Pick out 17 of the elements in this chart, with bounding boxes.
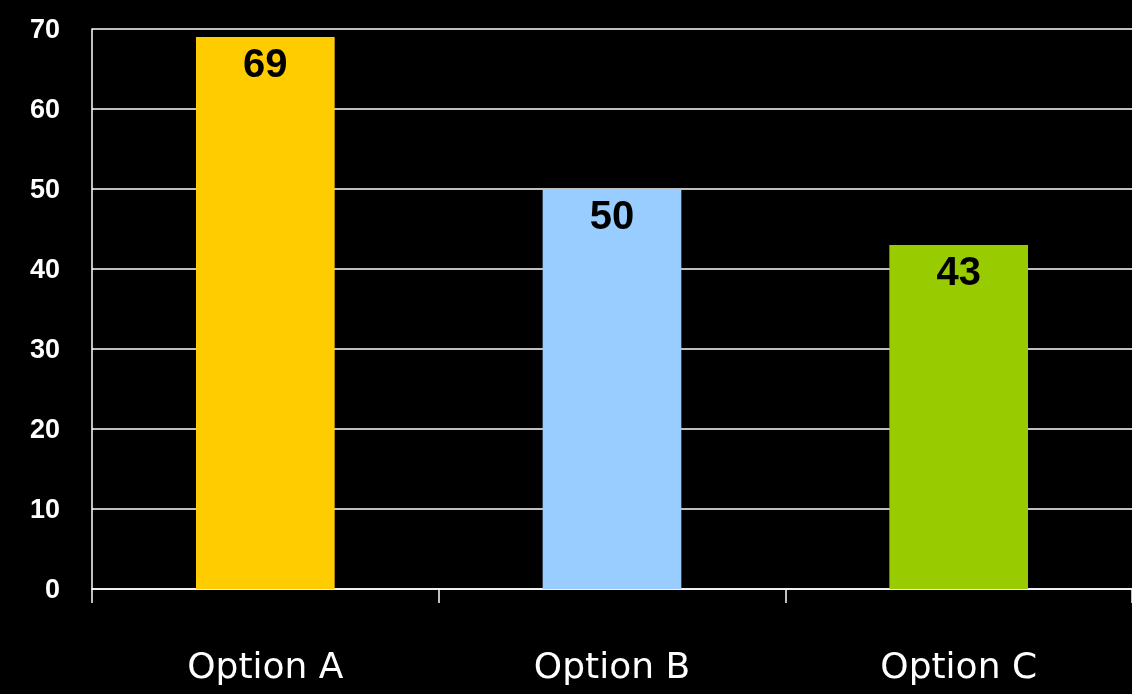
data-label: 50: [589, 193, 635, 237]
bar: [889, 245, 1028, 589]
y-tick-label: 30: [29, 334, 60, 364]
x-tick-label: Option C: [880, 644, 1038, 686]
y-tick-label: 40: [29, 254, 60, 284]
y-tick-label: 50: [29, 174, 60, 204]
data-label: 43: [936, 249, 981, 293]
y-tick-label: 70: [29, 14, 60, 44]
bar: [542, 189, 682, 589]
y-tick-label: 60: [29, 94, 60, 124]
data-label: 69: [243, 41, 288, 85]
y-tick-label: 20: [29, 414, 60, 444]
y-tick-label: 10: [29, 494, 60, 524]
bar: [196, 37, 335, 589]
x-tick-label: Option B: [533, 644, 691, 686]
y-tick-label: 0: [44, 574, 60, 604]
x-tick-label: Option A: [187, 644, 344, 686]
